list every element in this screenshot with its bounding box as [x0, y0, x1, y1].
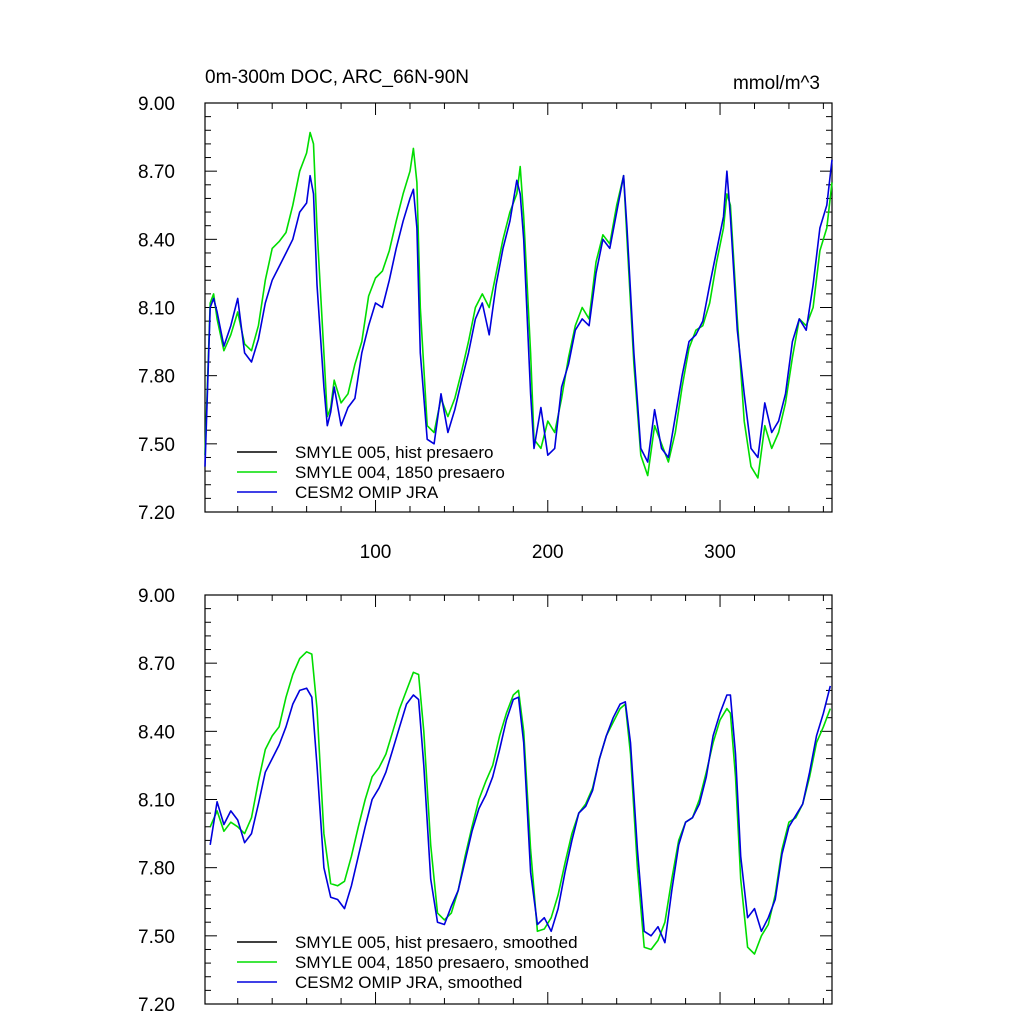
- units-label: mmol/m^3: [733, 73, 820, 94]
- smoothed-chart-panel: 7.20 7.50 7.80 8.10 8.40 8.70 9.00 SMYLE 005, h…: [138, 586, 833, 1016]
- legend-label: SMYLE 005, hist presaero: [295, 443, 493, 462]
- legend-label: CESM2 OMIP JRA: [295, 483, 439, 502]
- series-line-1: [204, 131, 833, 479]
- series-line-2: [204, 159, 833, 467]
- y-tick-label: 7.50: [138, 435, 175, 456]
- legend-label: SMYLE 005, hist presaero, smoothed: [295, 933, 578, 952]
- legend-label: CESM2 OMIP JRA, smoothed: [295, 973, 522, 992]
- y-tick-label: 7.20: [138, 995, 175, 1016]
- x-tick-label: 300: [704, 542, 736, 563]
- x-tick-label: 200: [532, 542, 564, 563]
- y-tick-label: 7.50: [138, 927, 175, 948]
- y-tick-label: 7.20: [138, 503, 175, 524]
- legend-label: SMYLE 004, 1850 presaero: [295, 463, 505, 482]
- figure-title: 0m-300m DOC, ARC_66N-90N: [205, 67, 469, 88]
- y-tick-label: 8.40: [138, 230, 175, 251]
- y-tick-label: 8.70: [138, 654, 175, 675]
- legend-label: SMYLE 004, 1850 presaero, smoothed: [295, 953, 589, 972]
- y-tick-label: 8.40: [138, 722, 175, 743]
- y-tick-label: 8.10: [138, 299, 175, 320]
- series-line-2: [209, 685, 832, 944]
- y-tick-label: 9.00: [138, 586, 175, 607]
- raw-chart-panel: 7.20 7.50 7.80 8.10 8.40 8.70 9.00 100 200 300 SMY…: [138, 94, 833, 563]
- y-tick-label: 7.80: [138, 367, 175, 388]
- y-tick-label: 7.80: [138, 859, 175, 880]
- y-tick-label: 8.70: [138, 162, 175, 183]
- y-tick-label: 9.00: [138, 94, 175, 115]
- series-line-1: [209, 650, 832, 955]
- y-tick-label: 8.10: [138, 791, 175, 812]
- x-tick-label: 100: [360, 542, 392, 563]
